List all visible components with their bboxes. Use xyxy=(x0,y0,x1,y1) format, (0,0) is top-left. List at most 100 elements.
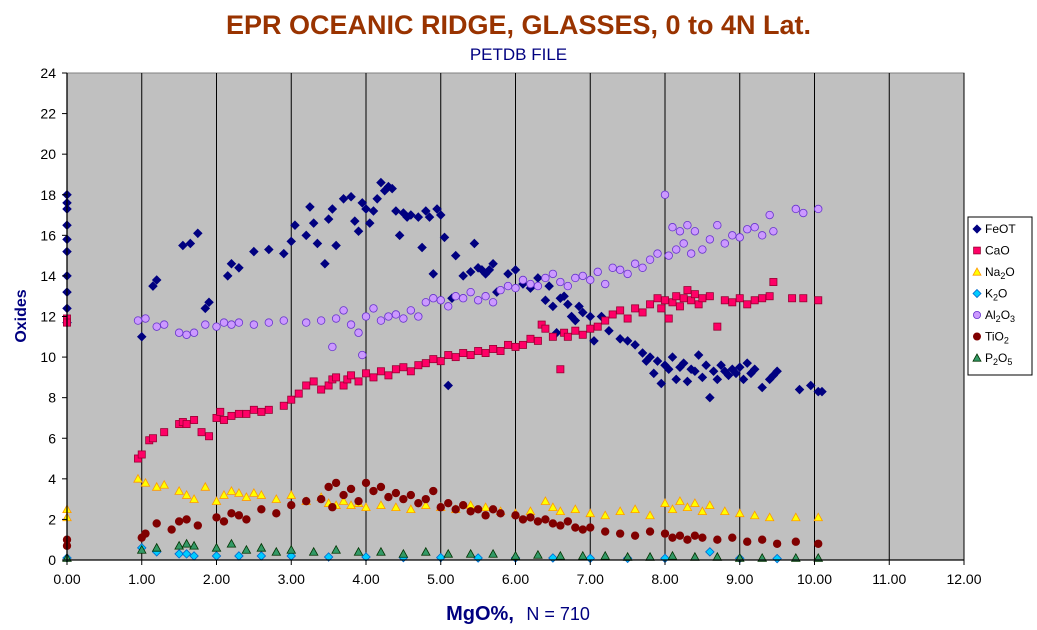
data-point xyxy=(151,481,162,491)
legend-label: Na2O xyxy=(985,265,1015,281)
data-point xyxy=(406,367,415,376)
data-points xyxy=(62,177,827,564)
data-point xyxy=(182,420,191,429)
data-point xyxy=(668,223,677,232)
data-point xyxy=(481,511,490,520)
data-point xyxy=(615,334,625,344)
data-point xyxy=(308,546,319,556)
data-point xyxy=(698,245,707,254)
data-point xyxy=(720,296,729,305)
data-point xyxy=(346,320,356,329)
x-tick-label: 2.00 xyxy=(203,571,230,587)
data-point xyxy=(570,504,581,514)
data-point xyxy=(406,210,416,220)
data-point xyxy=(570,315,581,326)
data-point xyxy=(794,384,805,395)
data-point xyxy=(728,533,737,542)
data-point xyxy=(324,482,333,492)
data-point xyxy=(174,540,185,550)
data-point xyxy=(346,500,356,509)
data-point xyxy=(630,504,640,514)
data-point xyxy=(242,515,251,524)
data-point xyxy=(234,318,244,327)
data-point xyxy=(526,513,535,522)
data-point xyxy=(219,490,229,499)
data-point xyxy=(444,302,453,311)
data-point xyxy=(234,488,244,497)
data-point xyxy=(701,360,711,370)
data-point xyxy=(555,550,566,560)
data-point xyxy=(323,214,334,224)
data-point xyxy=(533,549,543,559)
data-point xyxy=(657,304,666,313)
data-point xyxy=(372,194,382,204)
data-point xyxy=(286,490,297,499)
data-point xyxy=(290,220,300,230)
data-point xyxy=(350,216,360,226)
data-point xyxy=(272,509,281,518)
data-point xyxy=(488,258,498,269)
data-point xyxy=(705,392,715,403)
y-tick-label: 14 xyxy=(40,268,56,284)
data-point xyxy=(279,401,288,410)
data-point xyxy=(451,292,460,301)
x-tick-label: 8.00 xyxy=(651,571,678,587)
y-tick-label: 0 xyxy=(48,552,56,568)
data-point xyxy=(586,324,595,333)
x-tick-label: 7.00 xyxy=(577,571,604,587)
data-point xyxy=(533,517,543,526)
data-point xyxy=(690,227,700,236)
data-point xyxy=(749,364,760,375)
data-point xyxy=(181,538,192,548)
data-point xyxy=(249,320,259,329)
data-point xyxy=(705,292,714,301)
y-tick-label: 8 xyxy=(48,390,56,406)
data-point xyxy=(731,368,741,379)
data-point xyxy=(645,510,655,520)
data-point xyxy=(249,246,259,257)
data-point xyxy=(376,177,386,188)
data-point xyxy=(406,306,416,315)
data-point xyxy=(361,478,371,488)
x-tick-label: 1.00 xyxy=(128,571,155,587)
data-point xyxy=(212,322,221,331)
data-point xyxy=(757,535,767,544)
data-point xyxy=(421,206,431,216)
data-point xyxy=(420,546,431,556)
legend-marker xyxy=(972,267,982,276)
data-point xyxy=(387,183,397,194)
data-point xyxy=(769,278,778,286)
data-point xyxy=(645,255,655,264)
data-point xyxy=(765,210,774,220)
data-point xyxy=(712,374,723,385)
legend-marker xyxy=(973,310,982,319)
data-point xyxy=(473,505,483,514)
data-point xyxy=(420,500,431,509)
data-point xyxy=(405,504,416,514)
data-point xyxy=(496,509,505,518)
tick-labels: 0.00 1.00 2.00 3.00 4.00 5.00 6.00 7.00 8.00 9.00… xyxy=(40,65,981,587)
data-point xyxy=(708,366,719,377)
data-point xyxy=(511,342,520,351)
data-point xyxy=(608,310,617,319)
data-point xyxy=(256,490,267,499)
data-point xyxy=(136,332,147,342)
data-point xyxy=(320,258,330,269)
data-point xyxy=(384,312,393,321)
data-point xyxy=(481,349,490,357)
data-point xyxy=(683,535,692,544)
data-point xyxy=(750,223,759,232)
data-point xyxy=(519,340,527,349)
data-point xyxy=(667,504,678,514)
data-point xyxy=(813,512,824,522)
data-point xyxy=(578,330,587,339)
data-point xyxy=(814,539,823,548)
data-point xyxy=(317,385,326,394)
data-point xyxy=(630,259,640,268)
data-point xyxy=(286,236,297,247)
data-point xyxy=(398,548,409,558)
data-point xyxy=(672,245,681,254)
data-point xyxy=(182,515,191,524)
data-point xyxy=(141,529,150,538)
